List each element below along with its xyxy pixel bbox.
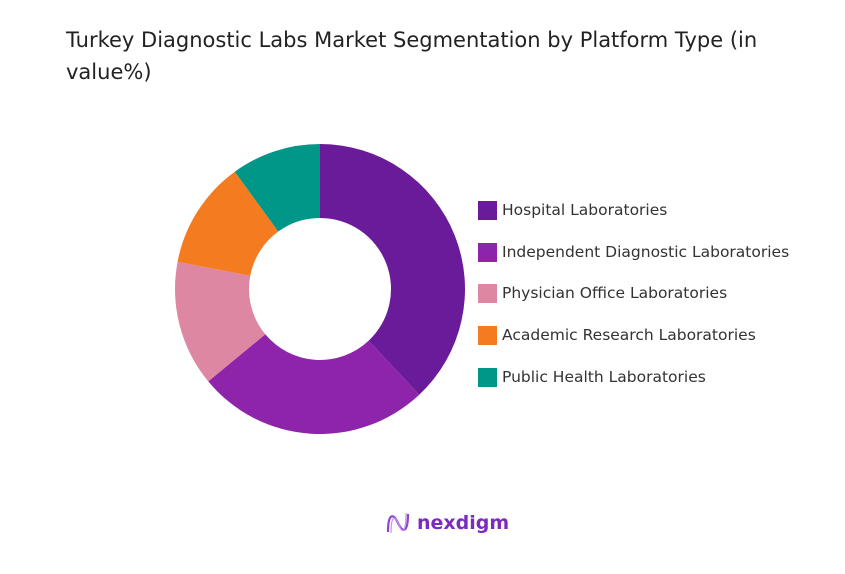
legend-label: Academic Research Laboratories	[502, 326, 756, 344]
legend-item: Academic Research Laboratories	[478, 325, 756, 345]
donut-slice-academic-research-laboratories	[177, 171, 279, 276]
legend-label: Hospital Laboratories	[502, 201, 668, 219]
legend-item: Hospital Laboratories	[478, 200, 667, 220]
brand-name: nexdigm	[417, 512, 510, 534]
legend-swatch	[478, 242, 497, 262]
donut-slice-hospital-laboratories	[320, 144, 465, 395]
legend-label: Physician Office Laboratories	[502, 284, 728, 302]
legend-swatch	[478, 283, 497, 303]
legend-swatch	[478, 367, 497, 387]
legend-swatch	[478, 200, 497, 220]
donut-slice-independent-diagnostic-laboratories	[208, 334, 420, 434]
nexdigm-logo-icon	[386, 512, 410, 534]
donut-slice-public-health-laboratories	[234, 144, 320, 232]
legend-label: Independent Diagnostic Laboratories	[502, 243, 790, 261]
legend-swatch	[478, 325, 497, 345]
brand-logo: nexdigm	[385, 510, 509, 536]
legend-label: Public Health Laboratories	[502, 368, 706, 386]
donut-slice-physician-office-laboratories	[174, 261, 266, 382]
legend-item: Physician Office Laboratories	[478, 283, 727, 303]
legend-item: Independent Diagnostic Laboratories	[478, 242, 789, 262]
chart-title: Turkey Diagnostic Labs Market Segmentati…	[66, 28, 758, 84]
legend-item: Public Health Laboratories	[478, 367, 706, 387]
